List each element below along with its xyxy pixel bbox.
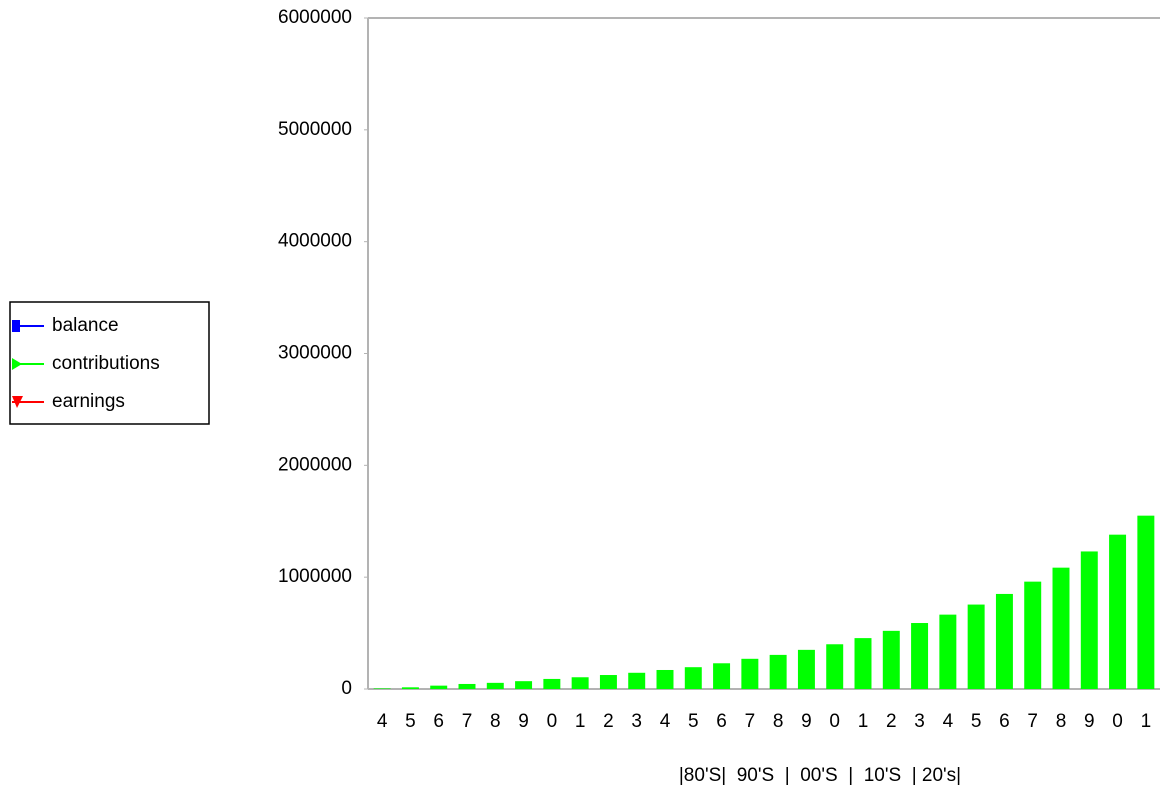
x-tick-label: 6 — [999, 711, 1010, 732]
y-tick-label: 3000000 — [278, 343, 352, 364]
x-tick-label: 2 — [603, 711, 614, 732]
x-tick-label: 1 — [575, 711, 586, 732]
x-tick-label: 5 — [688, 711, 699, 732]
bar — [430, 685, 448, 689]
x-tick-label: 9 — [801, 711, 812, 732]
bar — [515, 681, 533, 689]
bar — [656, 669, 674, 689]
bar — [1137, 515, 1155, 689]
bar — [826, 644, 844, 689]
y-tick-label: 4000000 — [278, 231, 352, 252]
bar — [939, 614, 957, 689]
x-tick-label: 6 — [433, 711, 444, 732]
x-tick-label: 3 — [914, 711, 925, 732]
legend-marker — [12, 396, 23, 408]
bar — [769, 654, 787, 689]
x-tick-label: 5 — [405, 711, 416, 732]
x-tick-label: 4 — [660, 711, 671, 732]
bar — [373, 688, 391, 689]
bar — [1024, 581, 1042, 689]
x-tick-label: 7 — [1027, 711, 1038, 732]
x-tick-label: 6 — [716, 711, 727, 732]
legend-label: earnings — [52, 391, 125, 412]
x-tick-label: 7 — [462, 711, 473, 732]
legend-label: contributions — [52, 353, 160, 374]
bar — [713, 663, 731, 689]
bar — [1080, 551, 1098, 689]
bar — [628, 672, 646, 689]
x-tick-label: 4 — [943, 711, 954, 732]
x-tick-label: 1 — [858, 711, 869, 732]
x-tick-label: 1 — [1141, 711, 1152, 732]
y-tick-label: 0 — [341, 678, 352, 699]
bar — [911, 623, 929, 689]
bar — [486, 682, 504, 689]
x-tick-label: 7 — [745, 711, 756, 732]
bar — [967, 604, 985, 689]
legend-box — [9, 301, 210, 425]
decade-annotation: |80'S| 90'S | 00'S | 10'S | 20's| — [679, 765, 961, 786]
x-tick-label: 0 — [547, 711, 558, 732]
bar — [797, 649, 815, 689]
bar — [571, 677, 589, 689]
x-tick-label: 4 — [377, 711, 388, 732]
x-tick-label: 8 — [1056, 711, 1067, 732]
x-tick-label: 5 — [971, 711, 982, 732]
y-tick-label: 5000000 — [278, 119, 352, 140]
bar — [458, 683, 476, 689]
legend-label: balance — [52, 315, 119, 336]
bar — [401, 687, 419, 689]
x-tick-label: 8 — [773, 711, 784, 732]
x-tick-label: 3 — [631, 711, 642, 732]
y-tick-label: 6000000 — [278, 7, 352, 28]
bar — [599, 675, 617, 689]
bar — [854, 638, 872, 689]
x-tick-label: 8 — [490, 711, 501, 732]
bar — [684, 667, 702, 689]
bar — [995, 593, 1013, 689]
x-tick-label: 9 — [518, 711, 529, 732]
y-tick-label: 2000000 — [278, 454, 352, 475]
bar — [543, 678, 561, 689]
x-tick-label: 0 — [829, 711, 840, 732]
x-tick-label: 9 — [1084, 711, 1095, 732]
x-tick-label: 0 — [1112, 711, 1123, 732]
bar — [882, 630, 900, 689]
bar — [1109, 534, 1127, 689]
bar — [1052, 567, 1070, 689]
legend-marker — [12, 320, 20, 332]
legend-marker — [12, 358, 22, 370]
y-tick-label: 1000000 — [278, 566, 352, 587]
x-tick-label: 2 — [886, 711, 897, 732]
bar — [741, 658, 759, 689]
